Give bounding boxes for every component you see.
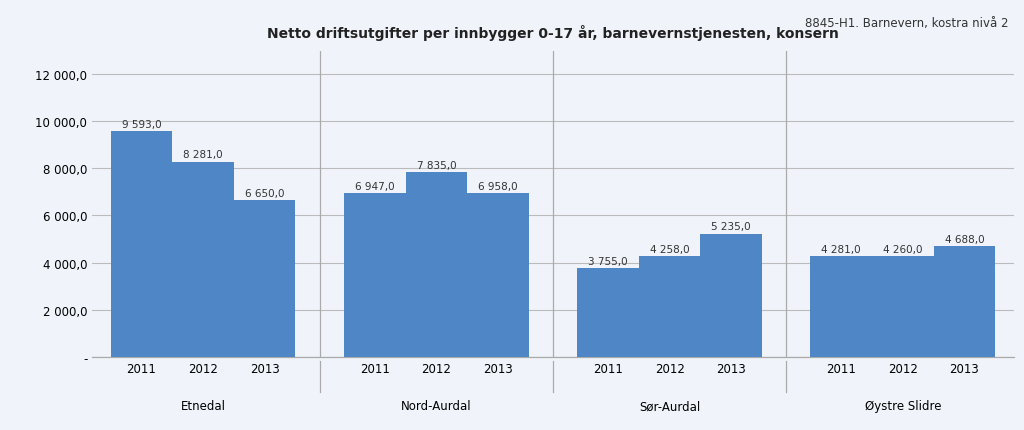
Bar xyxy=(467,194,528,357)
Text: Nord-Aurdal: Nord-Aurdal xyxy=(401,399,472,412)
Text: 8845-H1. Barnevern, kostra nivå 2: 8845-H1. Barnevern, kostra nivå 2 xyxy=(805,17,1009,30)
Bar xyxy=(578,269,639,357)
Bar xyxy=(872,257,934,357)
Text: 4 281,0: 4 281,0 xyxy=(821,244,861,254)
Bar xyxy=(934,247,995,357)
Bar xyxy=(810,256,872,357)
Text: 3 755,0: 3 755,0 xyxy=(588,256,628,266)
Text: Øystre Slidre: Øystre Slidre xyxy=(864,399,941,412)
Bar xyxy=(233,201,296,357)
Text: 5 235,0: 5 235,0 xyxy=(712,221,751,232)
Bar xyxy=(172,163,233,357)
Text: 4 260,0: 4 260,0 xyxy=(883,245,923,255)
Bar xyxy=(406,173,467,357)
Text: 8 281,0: 8 281,0 xyxy=(183,150,223,160)
Bar xyxy=(639,257,700,357)
Bar xyxy=(700,234,762,357)
Text: 6 958,0: 6 958,0 xyxy=(478,181,518,191)
Text: 4 258,0: 4 258,0 xyxy=(650,245,689,255)
Title: Netto driftsutgifter per innbygger 0-17 år, barnevernstjenesten, konsern: Netto driftsutgifter per innbygger 0-17 … xyxy=(267,25,839,41)
Bar xyxy=(344,194,406,357)
Text: 6 650,0: 6 650,0 xyxy=(245,188,285,198)
Text: 9 593,0: 9 593,0 xyxy=(122,119,161,129)
Text: 7 835,0: 7 835,0 xyxy=(417,160,456,171)
Text: 4 688,0: 4 688,0 xyxy=(945,234,984,245)
Text: Etnedal: Etnedal xyxy=(180,399,225,412)
Bar xyxy=(111,132,172,357)
Text: Sør-Aurdal: Sør-Aurdal xyxy=(639,399,700,412)
Text: 6 947,0: 6 947,0 xyxy=(355,181,394,191)
